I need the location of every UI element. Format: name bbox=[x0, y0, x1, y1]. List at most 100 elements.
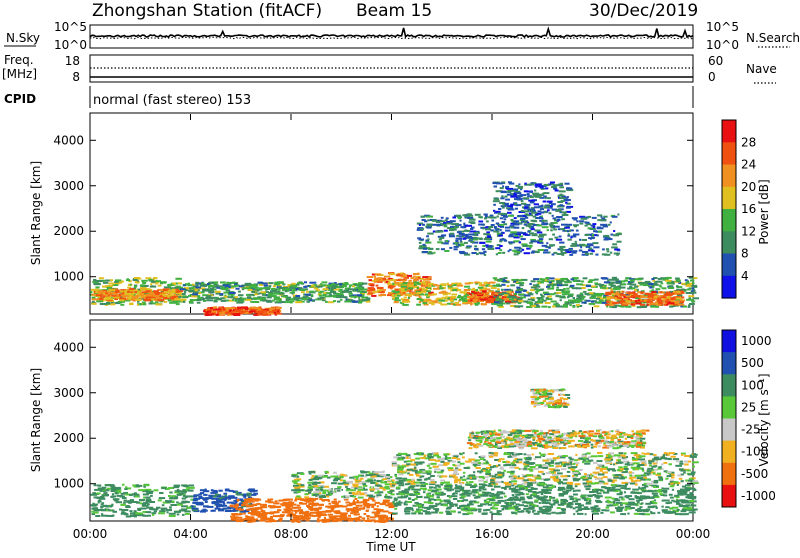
power-cell bbox=[251, 291, 255, 293]
power-cell bbox=[180, 288, 186, 290]
power-cell bbox=[610, 234, 613, 236]
power-cell bbox=[499, 224, 504, 226]
velocity-cell bbox=[199, 497, 204, 499]
power-cell bbox=[592, 234, 594, 236]
power-cell bbox=[675, 291, 678, 293]
velocity-cell bbox=[258, 513, 263, 515]
power-cell bbox=[278, 287, 285, 289]
power-cell bbox=[395, 292, 398, 294]
power-cell bbox=[474, 234, 477, 236]
power-cell bbox=[178, 296, 181, 298]
power-cell bbox=[449, 229, 454, 231]
velocity-cell bbox=[110, 515, 113, 517]
power-cell bbox=[433, 300, 438, 302]
velocity-cell bbox=[348, 515, 351, 517]
power-cell bbox=[432, 220, 437, 222]
velocity-cell bbox=[177, 489, 179, 491]
velocity-cell bbox=[115, 487, 121, 489]
power-cell bbox=[264, 293, 267, 295]
power-cell bbox=[579, 250, 583, 252]
velocity-cell bbox=[339, 476, 344, 478]
power-cell bbox=[525, 213, 529, 215]
power-cell bbox=[96, 300, 103, 302]
power-cell bbox=[479, 297, 481, 299]
power-cell bbox=[258, 282, 263, 284]
power-cell bbox=[592, 223, 596, 225]
velocity-cell bbox=[176, 501, 179, 503]
velocity-cell bbox=[369, 489, 375, 491]
power-cell bbox=[339, 286, 342, 288]
power-cell bbox=[425, 242, 431, 244]
velocity-cell bbox=[327, 496, 329, 498]
power-cell bbox=[518, 279, 523, 281]
power-cell bbox=[630, 279, 635, 281]
power-cell bbox=[676, 279, 681, 281]
velocity-cell bbox=[608, 502, 614, 504]
power-cell bbox=[129, 288, 134, 290]
velocity-cell bbox=[138, 514, 145, 516]
velocity-cell bbox=[158, 512, 165, 514]
velocity-cell bbox=[495, 502, 501, 504]
power-cell bbox=[273, 293, 280, 295]
velocity-cell bbox=[455, 484, 457, 486]
power-cell bbox=[496, 253, 498, 255]
power-cell bbox=[464, 289, 470, 291]
velocity-cell bbox=[523, 508, 528, 510]
power-cell bbox=[533, 216, 537, 218]
power-cell bbox=[498, 208, 501, 210]
velocity-cell bbox=[368, 498, 372, 500]
power-cell bbox=[588, 281, 593, 283]
velocity-cell bbox=[338, 501, 341, 503]
power-cell bbox=[480, 299, 484, 301]
velocity-cell bbox=[333, 472, 337, 474]
power-cell bbox=[426, 227, 431, 229]
power-cell bbox=[332, 285, 337, 287]
velocity-cell bbox=[285, 506, 290, 508]
velocity-cell bbox=[122, 509, 129, 511]
power-cell bbox=[589, 297, 596, 299]
power-cell bbox=[354, 296, 356, 298]
power-cell bbox=[475, 304, 479, 306]
power-cell bbox=[538, 205, 543, 207]
power-cell bbox=[614, 253, 620, 255]
power-cell bbox=[250, 307, 256, 309]
power-cell bbox=[376, 285, 379, 287]
power-cell bbox=[208, 314, 213, 316]
power-cell bbox=[541, 306, 547, 308]
power-cell bbox=[692, 282, 695, 284]
power-cell bbox=[676, 285, 679, 287]
velocity-cell bbox=[283, 499, 290, 501]
power-cell bbox=[541, 212, 545, 214]
velocity-cell bbox=[322, 513, 326, 515]
velocity-cell bbox=[312, 475, 315, 477]
power-cell bbox=[616, 280, 619, 282]
power-cell bbox=[504, 218, 507, 220]
power-cell bbox=[534, 203, 539, 205]
velocity-cell bbox=[689, 492, 693, 494]
power-cell bbox=[450, 233, 454, 235]
power-cell bbox=[292, 289, 295, 291]
velocity-cell bbox=[366, 515, 370, 517]
velocity-cell bbox=[645, 513, 651, 515]
power-cell bbox=[413, 282, 419, 284]
power-cell bbox=[191, 295, 197, 297]
power-cell bbox=[615, 287, 619, 289]
power-cell bbox=[399, 282, 403, 284]
power-cell bbox=[524, 183, 526, 185]
power-cell bbox=[276, 282, 283, 284]
power-cell bbox=[428, 277, 432, 279]
power-cell bbox=[553, 229, 557, 231]
power-cell bbox=[572, 287, 578, 289]
velocity-cell bbox=[319, 496, 326, 498]
power-cell bbox=[481, 284, 485, 286]
velocity-cell bbox=[230, 505, 234, 507]
power-cell bbox=[561, 291, 564, 293]
power-cell bbox=[545, 246, 548, 248]
power-cell bbox=[478, 221, 483, 223]
power-cell bbox=[184, 291, 187, 293]
power-cell bbox=[610, 288, 612, 290]
velocity-cell bbox=[259, 520, 265, 522]
velocity-cell bbox=[689, 511, 696, 513]
velocity-cell bbox=[376, 480, 379, 482]
nave-tick-bottom: 0 bbox=[708, 70, 716, 84]
